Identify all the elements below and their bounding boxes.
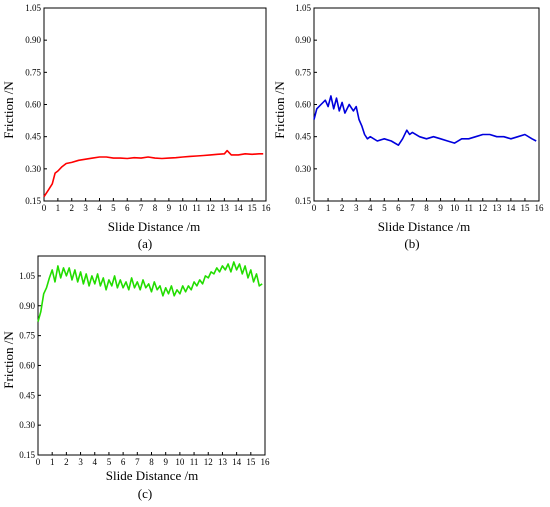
chart-a-xlabel: Slide Distance /m	[108, 219, 200, 234]
chart-a-ytick-label: 0.30	[25, 164, 41, 174]
chart-a-frame	[43, 7, 267, 202]
chart-c-xtick-label: 1	[50, 457, 55, 467]
chart-b-ytick-label: 1.05	[295, 3, 311, 13]
chart-a-ytick-label: 0.90	[25, 35, 41, 45]
chart-b-xtick-label: 1	[326, 203, 331, 213]
panel-label-c: (c)	[138, 486, 152, 501]
chart-b-ytick-label: 0.15	[295, 196, 311, 206]
chart-b-xtick-label: 8	[424, 203, 429, 213]
chart-a-ytick-label: 0.60	[25, 100, 41, 110]
chart-a-ytick-label: 0.75	[25, 67, 41, 77]
chart-c-ytick-label: 0.60	[19, 360, 35, 370]
chart-a-xtick-label: 13	[220, 203, 230, 213]
chart-c-xtick-label: 8	[149, 457, 154, 467]
chart-c-xtick-label: 13	[218, 457, 228, 467]
chart-c-xtick-label: 9	[163, 457, 168, 467]
chart-b-series-line-0	[313, 95, 537, 146]
chart-c-xtick-label: 7	[135, 457, 140, 467]
chart-c-xtick-label: 16	[261, 457, 271, 467]
chart-a-xtick-label: 12	[206, 203, 215, 213]
chart-b-xtick-label: 9	[438, 203, 443, 213]
chart-a-xtick-label: 0	[42, 203, 47, 213]
chart-b-xtick-label: 16	[535, 203, 545, 213]
chart-b-xtick-label: 10	[450, 203, 460, 213]
chart-c-xtick-label: 15	[246, 457, 256, 467]
chart-c-series-line-0	[37, 261, 263, 322]
chart-c-xlabel: Slide Distance /m	[106, 468, 198, 483]
chart-b-xtick-label: 6	[396, 203, 401, 213]
chart-b-ylabel: Friction /N	[272, 81, 287, 139]
chart-b-xlabel: Slide Distance /m	[378, 219, 470, 234]
chart-b-xtick-label: 14	[506, 203, 516, 213]
chart-a-xtick-label: 2	[70, 203, 75, 213]
chart-c-ylabel: Friction /N	[1, 331, 16, 389]
chart-b-ytick-label: 0.75	[295, 67, 311, 77]
chart-a-xtick-label: 7	[139, 203, 144, 213]
chart-b-frame	[313, 7, 540, 202]
chart-a-ytick-label: 1.05	[25, 3, 41, 13]
chart-c-ytick-label: 0.30	[19, 420, 35, 430]
chart-a-xtick-label: 16	[262, 203, 272, 213]
chart-a-xtick-label: 5	[111, 203, 116, 213]
chart-c-ytick-label: 0.90	[19, 301, 35, 311]
chart-c-ytick-label: 1.05	[19, 271, 35, 281]
chart-b-xtick-label: 0	[312, 203, 317, 213]
chart-c-xtick-label: 0	[36, 457, 41, 467]
chart-a-ylabel: Friction /N	[1, 81, 16, 139]
chart-a-series-line-0	[43, 149, 264, 198]
chart-b-xtick-label: 3	[354, 203, 359, 213]
chart-c-xtick-label: 12	[204, 457, 213, 467]
chart-a-xtick-label: 6	[125, 203, 130, 213]
chart-b-ytick-label: 0.30	[295, 164, 311, 174]
chart-c-xtick-label: 2	[64, 457, 69, 467]
chart-c-frame	[37, 255, 266, 456]
chart-b-xtick-label: 4	[368, 203, 373, 213]
chart-c-ytick-label: 0.45	[19, 390, 35, 400]
chart-c-xtick-label: 3	[78, 457, 83, 467]
chart-b-xtick-label: 5	[382, 203, 387, 213]
chart-a-xtick-label: 3	[83, 203, 88, 213]
chart-b-xtick-label: 7	[410, 203, 415, 213]
chart-a-ytick-label: 0.15	[25, 196, 41, 206]
chart-a-xtick-label: 1	[56, 203, 61, 213]
chart-c-ytick-label: 0.75	[19, 331, 35, 341]
chart-c-xtick-label: 4	[93, 457, 98, 467]
chart-a-xtick-label: 4	[97, 203, 102, 213]
chart-a-ytick-label: 0.45	[25, 132, 41, 142]
chart-c-xtick-label: 6	[121, 457, 126, 467]
chart-a-xtick-label: 8	[153, 203, 158, 213]
panel-label-a: (a)	[138, 236, 152, 251]
chart-b-xtick-label: 13	[492, 203, 502, 213]
chart-a-xtick-label: 15	[248, 203, 258, 213]
panel-label-b: (b)	[404, 236, 419, 251]
chart-b-xtick-label: 2	[340, 203, 345, 213]
chart-a-xtick-label: 14	[234, 203, 244, 213]
chart-b-ytick-label: 0.90	[295, 35, 311, 45]
chart-a-xtick-label: 9	[167, 203, 172, 213]
chart-a-xtick-label: 10	[178, 203, 188, 213]
chart-b-xtick-label: 12	[478, 203, 487, 213]
chart-b-xtick-label: 11	[464, 203, 473, 213]
chart-b-xtick-label: 15	[520, 203, 530, 213]
chart-c-ytick-label: 0.15	[19, 450, 35, 460]
chart-c-xtick-label: 14	[232, 457, 242, 467]
chart-c-xtick-label: 11	[190, 457, 199, 467]
chart-c-xtick-label: 5	[107, 457, 112, 467]
chart-b-ytick-label: 0.60	[295, 100, 311, 110]
chart-a-xtick-label: 11	[192, 203, 201, 213]
chart-b-ytick-label: 0.45	[295, 132, 311, 142]
chart-c-xtick-label: 10	[175, 457, 185, 467]
